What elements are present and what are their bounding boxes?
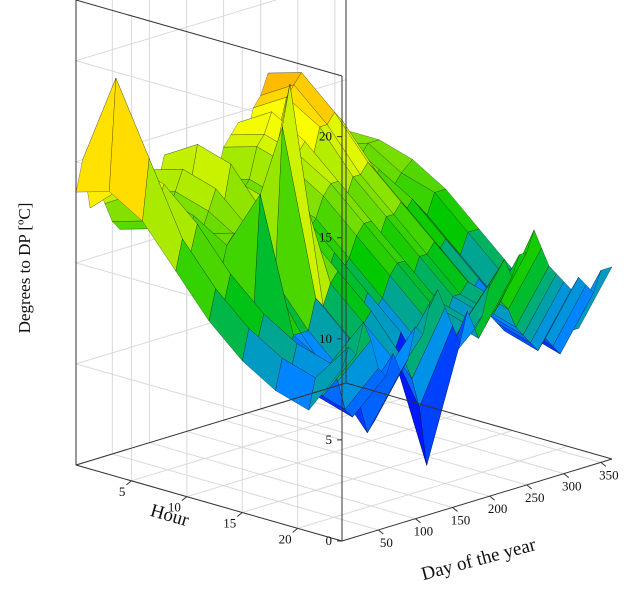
y-tick-mark bbox=[292, 527, 298, 533]
y-tick-mark bbox=[126, 480, 132, 486]
x-tick-label: 50 bbox=[380, 535, 393, 550]
grid-line-hour-floor bbox=[297, 445, 568, 529]
grid-line-hour-floor bbox=[242, 430, 513, 513]
x-tick-label: 150 bbox=[451, 512, 471, 527]
x-tick-label: 100 bbox=[414, 524, 434, 539]
y-tick-mark bbox=[236, 512, 243, 517]
x-tick-mark bbox=[526, 484, 533, 490]
frame-edge-front-left-floor bbox=[341, 458, 613, 542]
tick-labels: 0 5 10 15 20 5 10 15 20 50 100 150 200 250 300 350 bbox=[119, 129, 619, 550]
surface-mesh bbox=[75, 72, 613, 466]
x-tick-mark bbox=[452, 507, 458, 512]
x-tick-label: 300 bbox=[562, 479, 582, 494]
y-tick-label: 20 bbox=[279, 531, 292, 546]
x-tick-mark bbox=[415, 518, 421, 524]
grid-line-hour-floor bbox=[186, 414, 457, 498]
axis-frame bbox=[75, 0, 613, 542]
x-tick-mark bbox=[489, 495, 495, 501]
surface-patch bbox=[308, 346, 350, 411]
y-tick-label: 15 bbox=[223, 516, 236, 531]
x-tick-mark bbox=[563, 473, 570, 479]
x-tick-mark bbox=[378, 529, 384, 535]
z-tick-label: 5 bbox=[326, 432, 333, 447]
z-axis-label: Degrees to DP [ºC] bbox=[15, 203, 34, 334]
z-tick-label: 0 bbox=[326, 533, 333, 548]
x-tick-label: 200 bbox=[488, 501, 508, 516]
z-tick-label: 15 bbox=[319, 230, 332, 245]
y-axis-label: Hour bbox=[148, 500, 192, 531]
y-tick-label: 5 bbox=[119, 484, 126, 499]
x-tick-label: 350 bbox=[599, 467, 619, 482]
frame-edge-left-top bbox=[75, 0, 343, 77]
frame-edge-front-right-floor bbox=[345, 382, 613, 460]
x-tick-label: 250 bbox=[525, 490, 545, 505]
frame-edge-back-floor bbox=[75, 382, 347, 466]
x-tick-mark bbox=[600, 461, 607, 467]
z-tick-label: 10 bbox=[319, 331, 332, 346]
y-tick-label: 10 bbox=[168, 500, 181, 515]
z-tick-label: 20 bbox=[319, 129, 332, 144]
y-tick-mark bbox=[181, 496, 188, 502]
x-axis-label: Day of the year bbox=[419, 534, 539, 585]
